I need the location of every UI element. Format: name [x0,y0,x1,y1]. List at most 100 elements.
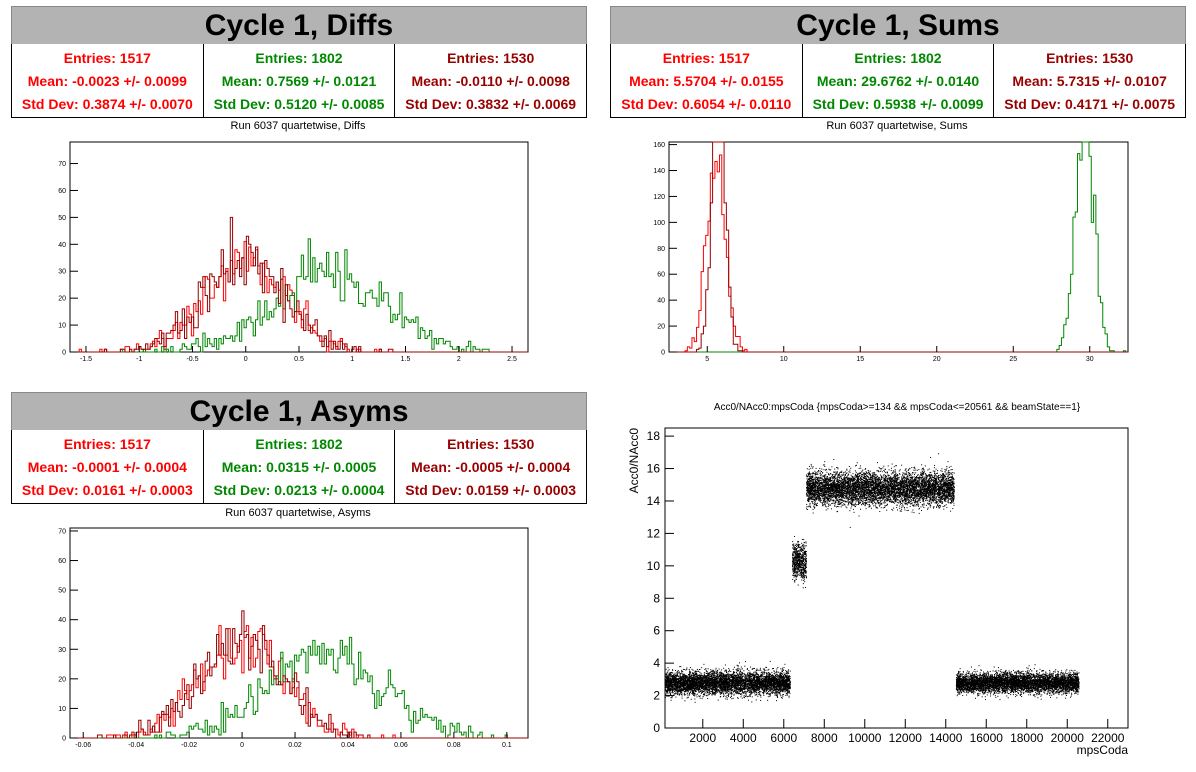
scatter-point [765,669,767,671]
scatter-point [763,683,765,685]
scatter-point [781,688,783,690]
scatter-point [713,685,715,687]
scatter-point [670,688,672,690]
x-tick-label: 0.5 [294,356,304,363]
scatter-point [724,664,726,666]
scatter-point [670,678,672,680]
scatter-point [782,669,784,671]
scatter-point [688,679,690,681]
scatter-point [756,676,758,678]
scatter-point [723,674,725,676]
scatter-point [721,682,723,684]
scatter-point [755,694,757,696]
scatter-point [715,685,717,687]
scatter-point [712,670,714,672]
scatter-point [728,682,730,684]
scatter-point [676,681,678,683]
scatter-point [765,677,767,679]
scatter-point [694,678,696,680]
scatter-point [769,680,771,682]
scatter-point [681,688,683,690]
scatter-point [760,672,762,674]
scatter-point [749,671,751,673]
scatter-point [725,676,727,678]
scatter-point [746,696,748,698]
scatter-point [679,675,681,677]
scatter-point [686,681,688,683]
scatter-point [739,689,741,691]
scatter-point [763,690,765,692]
scatter-point [769,687,771,689]
scatter-point [736,670,738,672]
scatter-point [681,677,683,679]
scatter-point [788,691,790,693]
scatter-point [768,675,770,677]
scatter-point [692,693,694,695]
scatter-point [772,692,774,694]
scatter-point [673,679,675,681]
scatter-point [674,687,676,689]
scatter-point [686,675,688,677]
scatter-point [740,693,742,695]
stats-col: Entries: 1530 Mean: -0.0110 +/- 0.0098 S… [395,44,586,117]
scatter-point [748,677,750,679]
scatter-point [679,672,681,674]
std-label: Std Dev: 0.3874 +/- 0.0070 [21,95,193,112]
scatter-point [686,680,688,682]
scatter-point [675,674,677,676]
scatter-point [767,673,769,675]
scatter-point [761,688,763,690]
scatter-point [713,680,715,682]
scatter-point [735,693,737,695]
scatter-point [733,685,735,687]
scatter-point [725,688,727,690]
scatter-point [676,674,678,676]
scatter-point [675,688,677,690]
scatter-point [681,695,683,697]
scatter-point [703,663,705,665]
scatter-point [706,695,708,697]
scatter-point [667,667,669,669]
scatter-point [779,690,781,692]
scatter-point [749,695,751,697]
scatter-point [775,687,777,689]
scatter-point [703,693,705,695]
scatter-point [776,700,778,702]
scatter-point [744,661,746,663]
scatter-point [755,692,757,694]
scatter-point [752,685,754,687]
y-tick-label: 60 [657,272,665,279]
scatter-point [780,675,782,677]
scatter-point [709,682,711,684]
scatter-point [684,681,686,683]
scatter-point [741,677,743,679]
scatter-point [746,688,748,690]
scatter-point [723,688,725,690]
scatter-point [732,689,734,691]
scatter-point [736,664,738,666]
scatter-point [705,672,707,674]
scatter-point [700,676,702,678]
scatter-point [776,689,778,691]
scatter-point [698,683,700,685]
scatter-point [771,674,773,676]
scatter-point [740,690,742,692]
scatter-point [778,674,780,676]
scatter-point [759,685,761,687]
scatter-point [690,686,692,688]
scatter-point [785,681,787,683]
scatter-point [743,673,745,675]
scatter-point [717,683,719,685]
scatter-point [710,679,712,681]
scatter-point [704,685,706,687]
scatter-point [746,677,748,679]
scatter-point [741,689,743,691]
scatter-point [772,689,774,691]
scatter-point [780,668,782,670]
scatter-point [704,692,706,694]
scatter-point [725,669,727,671]
scatter-point [709,684,711,686]
scatter-point [670,683,672,685]
scatter-point [675,691,677,693]
scatter-point [700,688,702,690]
